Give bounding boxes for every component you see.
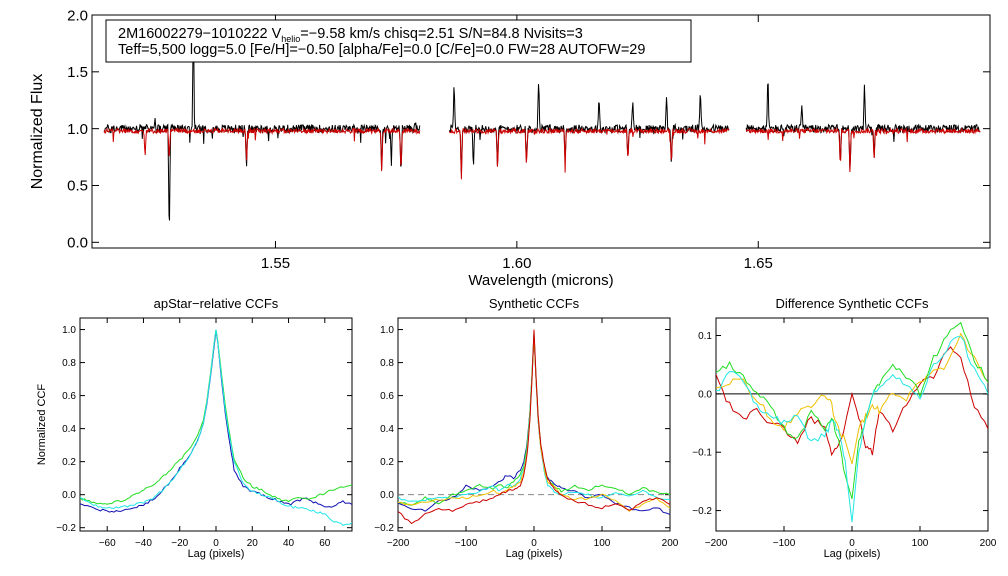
chart-title: Synthetic CCFs [489,296,580,311]
x-tick-label: 20 [247,538,259,549]
x-tick-label: 100 [912,538,929,549]
spectrum-observed-line [448,84,730,173]
ccf-green-line [398,332,670,506]
plot-frame [397,317,671,532]
y-tick-label: −0.1 [692,448,712,459]
x-tick-label: −200 [387,538,410,549]
y-tick-label: 0.6 [380,391,394,402]
x-tick-label: −200 [705,538,728,549]
spectrum-observed-line [745,83,981,170]
y-tick-label: 1.0 [67,121,88,138]
x-tick-label: −100 [455,538,478,549]
x-tick-label: 60 [319,538,331,549]
spectrum-model-line [448,126,730,180]
chart-title: Difference Synthetic CCFs [776,296,929,311]
diff-orange-line [716,332,988,465]
ccf-cyan-line [80,329,352,526]
x-tick-label: 0 [531,538,537,549]
ccf-blue-line [80,331,352,513]
synthetic-ccf-panel: −200 −100 0 100 200 −0.2 0.0 0.2 0.4 0.6 0.8 1.0 Lag… [374,296,679,560]
y-tick-label: 1.0 [62,325,76,336]
x-tick-label: −40 [135,538,152,549]
y-tick-label: 0.2 [380,457,394,468]
y-axis-label: Normalized CCF [36,384,48,466]
y-tick-label: 0.5 [67,178,88,195]
x-axis-label: Lag (pixels) [824,548,881,560]
y-tick-label: 0.0 [62,490,76,501]
spectrum-model-line [745,126,981,173]
y-tick-label: 0.1 [698,331,712,342]
x-axis-label: Lag (pixels) [506,548,563,560]
y-axis-label: Normalized Flux [29,74,46,190]
y-tick-label: 0.4 [380,424,394,435]
diff-red-line [716,346,988,457]
y-tick-label: −0.2 [374,523,394,534]
ccf-cyan-line [398,332,670,502]
x-tick-label: 1.65 [744,255,773,272]
x-tick-label: −100 [773,538,796,549]
plot-frame [79,317,353,532]
y-tick-label: −0.2 [692,506,712,517]
y-tick-label: 0.8 [62,358,76,369]
y-tick-label: 0.0 [67,235,88,252]
spectrum-model-line [103,126,421,172]
x-tick-label: 200 [662,538,679,549]
ccf-red-line [398,329,670,525]
x-tick-label: 100 [594,538,611,549]
x-axis-label: Lag (pixels) [188,548,245,560]
spectrum-panel: 1.55 1.60 1.65 0.0 0.5 1.0 1.5 2.0 Wavelength (m… [29,7,991,289]
chart-title: apStar−relative CCFs [154,296,279,311]
ccf-green-line [80,329,352,505]
ccf-blue-line [398,336,670,515]
y-tick-label: 1.0 [380,325,394,336]
apstar-ccf-panel: −60 −40 −20 0 20 40 60 −0.2 0.0 0.2 0.4 0.6 0.8 1.0 La… [36,296,353,560]
y-tick-label: 0.0 [380,490,394,501]
difference-ccf-panel: −200 −100 0 100 200 −0.2 −0.1 0.0 0.1 Lag (pixels… [692,296,997,560]
y-tick-label: 2.0 [67,7,88,24]
x-tick-label: 1.55 [261,255,290,272]
diff-cyan-line [716,336,988,523]
diff-green-line [716,321,988,500]
y-tick-label: −0.2 [56,523,76,534]
y-tick-label: 0.0 [698,389,712,400]
info-line-2: Teff=5,500 logg=5.0 [Fe/H]=−0.50 [alpha/… [118,42,645,58]
ccf-orange-line [398,334,670,512]
y-tick-label: 0.2 [62,457,76,468]
plot-frame [91,14,991,249]
x-tick-label: 40 [283,538,295,549]
x-axis-label: Wavelength (microns) [468,272,613,289]
spectrum-info-box: 2M16002279−1010222 Vhelio=−9.58 km/s chi… [105,19,692,63]
y-tick-label: 0.8 [380,358,394,369]
y-tick-label: 0.6 [62,391,76,402]
x-tick-label: −20 [171,538,188,549]
x-tick-label: −60 [99,538,116,549]
info-line-1: 2M16002279−1010222 Vhelio=−9.58 km/s chi… [118,26,583,44]
x-tick-label: 200 [980,538,997,549]
info-box-frame [105,19,692,63]
y-tick-label: 0.4 [62,424,76,435]
x-tick-label: 0 [213,538,219,549]
x-tick-label: 0 [849,538,855,549]
y-tick-label: 1.5 [67,64,88,81]
x-tick-label: 1.60 [502,255,531,272]
